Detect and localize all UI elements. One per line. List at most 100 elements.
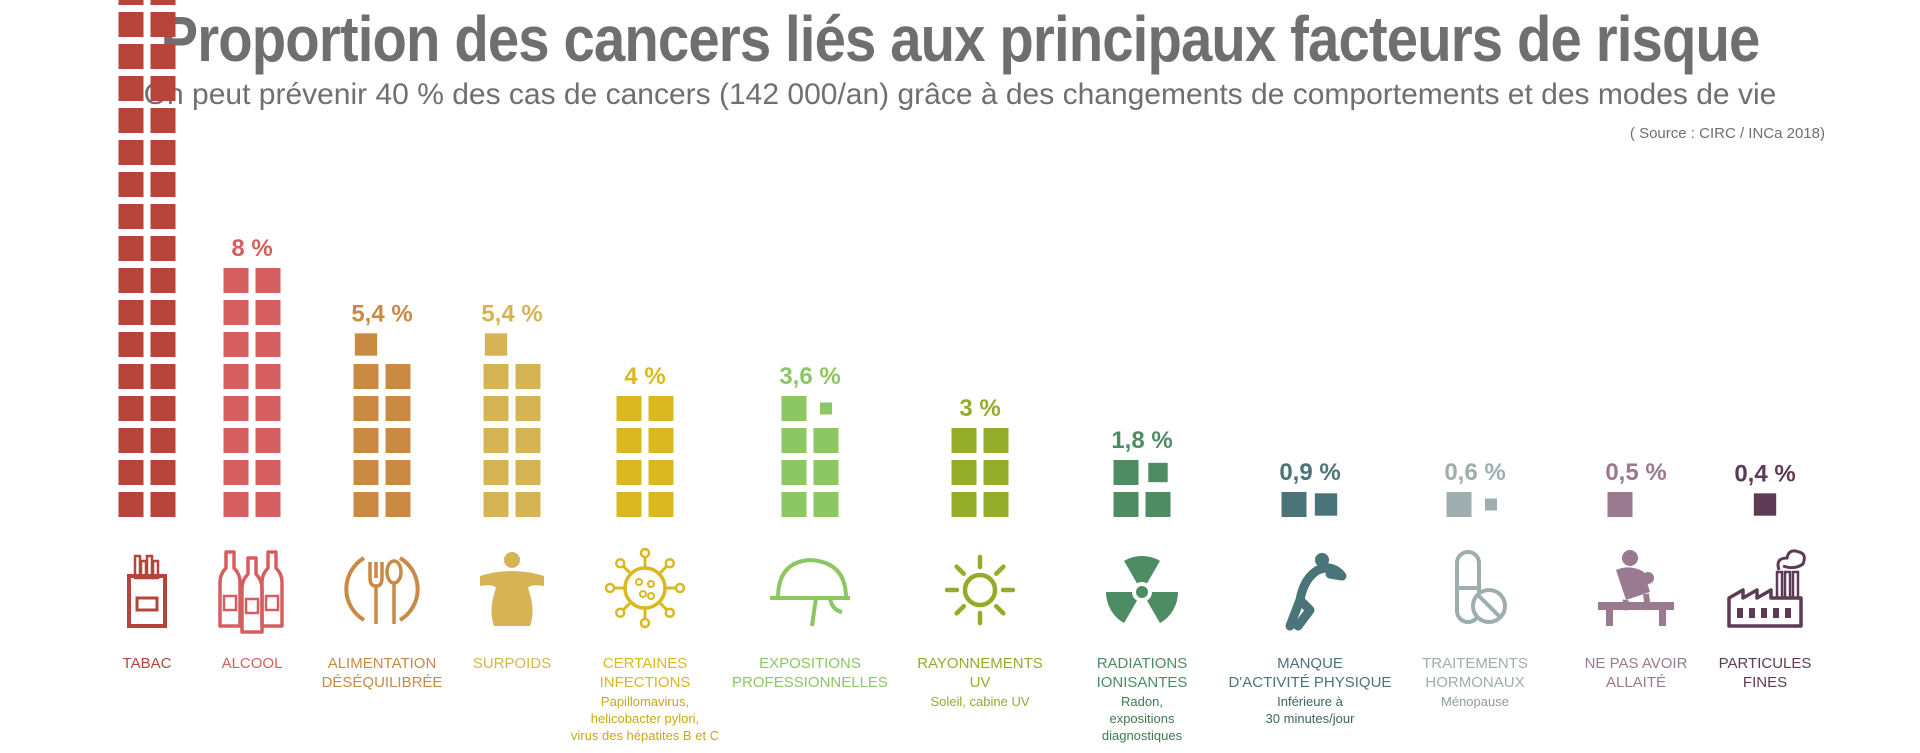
bar-square xyxy=(223,364,249,389)
fork-spoon-icon xyxy=(344,556,420,624)
bar-square xyxy=(150,108,176,133)
bar-square xyxy=(150,172,176,197)
category-label: ALIMENTATION xyxy=(328,655,437,672)
category-12: 0,4 % PARTICULES FINES xyxy=(1719,460,1812,691)
bar-square xyxy=(813,428,839,453)
value-label: 0,5 % xyxy=(1605,459,1666,486)
bar-square xyxy=(118,172,144,197)
bar-square xyxy=(781,396,807,421)
bar-square xyxy=(223,396,249,421)
bar-square xyxy=(255,428,281,453)
category-label: SURPOIDS xyxy=(473,655,551,672)
bar-square xyxy=(951,492,977,517)
category-label: IONISANTES xyxy=(1097,674,1188,691)
bar-square xyxy=(150,268,176,293)
bar-square xyxy=(515,492,541,517)
bar-square xyxy=(353,396,379,421)
value-label: 4 % xyxy=(624,363,665,390)
value-label: 8 % xyxy=(231,235,272,262)
category-label: TRAITEMENTS xyxy=(1422,655,1528,672)
value-label: 0,9 % xyxy=(1279,459,1340,486)
category-label: RADIATIONS xyxy=(1097,655,1188,672)
bar-square xyxy=(1145,492,1171,517)
bar-square xyxy=(255,396,281,421)
category-4: 5,4 % SURPOIDS xyxy=(473,300,551,672)
bar-square-partial xyxy=(1485,498,1497,511)
bar-square xyxy=(223,492,249,517)
bar-square xyxy=(255,460,281,485)
bar-square xyxy=(483,396,509,421)
value-label: 0,4 % xyxy=(1734,460,1795,487)
bar-square xyxy=(150,492,176,517)
category-label: ALCOOL xyxy=(222,655,283,672)
category-2: 8 % ALCOOL xyxy=(218,235,284,672)
category-sublabel: expositions xyxy=(1109,711,1175,726)
cigarette-pack-icon xyxy=(127,554,167,628)
bar-square-partial xyxy=(484,333,508,356)
category-label: UV xyxy=(970,674,991,691)
bar-square xyxy=(385,428,411,453)
bar-square xyxy=(150,460,176,485)
bar-square xyxy=(983,460,1009,485)
bar-square xyxy=(1446,492,1472,517)
category-sublabel: Ménopause xyxy=(1441,694,1509,709)
category-sublabel: Radon, xyxy=(1121,694,1163,709)
bar-square xyxy=(983,428,1009,453)
bar-square xyxy=(255,300,281,325)
bar-square xyxy=(385,460,411,485)
bar-square xyxy=(150,140,176,165)
category-sublabel: Soleil, cabine UV xyxy=(931,694,1030,709)
bar-square-partial xyxy=(1753,493,1777,516)
bar-square-partial xyxy=(820,402,832,415)
bar-square xyxy=(648,460,674,485)
category-label: RAYONNEMENTS xyxy=(917,655,1043,672)
bar-square xyxy=(118,204,144,229)
bar-square xyxy=(150,0,176,5)
bar-square xyxy=(118,492,144,517)
helmet-icon xyxy=(770,558,850,627)
category-10: 0,6 % TRAITEMENTS HORMONAUX Ménopause xyxy=(1422,459,1528,709)
bar-square xyxy=(150,236,176,261)
category-3: 5,4 % ALIMENTATION DÉSÉQUILIBRÉE xyxy=(322,300,443,691)
bar-square xyxy=(616,460,642,485)
category-label: FINES xyxy=(1743,674,1787,691)
category-7: 3 % RAYONNEMENTS UV Soleil, cabine UV xyxy=(917,395,1043,709)
bar-square xyxy=(150,44,176,69)
bar-square xyxy=(118,76,144,101)
bar-square xyxy=(223,428,249,453)
bar-square xyxy=(255,332,281,357)
value-label: 0,6 % xyxy=(1444,459,1505,486)
bar-square xyxy=(813,460,839,485)
bar-square xyxy=(483,460,509,485)
bar-square xyxy=(353,460,379,485)
bar-square xyxy=(781,460,807,485)
bar-square xyxy=(1281,492,1307,517)
breastfeeding-icon xyxy=(1598,550,1674,626)
category-sublabel: Papillomavirus, xyxy=(601,694,689,709)
bar-square xyxy=(515,364,541,389)
category-sublabel: Inférieure à xyxy=(1277,694,1344,709)
bar-square xyxy=(150,12,176,37)
bar-square xyxy=(616,396,642,421)
bar-square xyxy=(813,492,839,517)
bar-square xyxy=(483,428,509,453)
value-label: 1,8 % xyxy=(1111,427,1172,454)
bar-square xyxy=(515,428,541,453)
bar-square xyxy=(385,492,411,517)
bar-square xyxy=(983,492,1009,517)
bar-square xyxy=(483,364,509,389)
category-label: TABAC xyxy=(123,655,172,672)
bar-square xyxy=(353,428,379,453)
bar-square xyxy=(118,332,144,357)
bar-square-partial xyxy=(1148,462,1168,483)
chart-subtitle: On peut prévenir 40 % des cas de cancers… xyxy=(143,78,1777,111)
bar-square xyxy=(616,428,642,453)
category-label: INFECTIONS xyxy=(600,674,691,691)
bar-square xyxy=(648,492,674,517)
category-label: CERTAINES xyxy=(603,655,687,672)
category-label: PROFESSIONNELLES xyxy=(732,674,888,691)
bar-square xyxy=(385,364,411,389)
bar-square xyxy=(150,204,176,229)
bar-square xyxy=(118,108,144,133)
bar-square xyxy=(781,492,807,517)
